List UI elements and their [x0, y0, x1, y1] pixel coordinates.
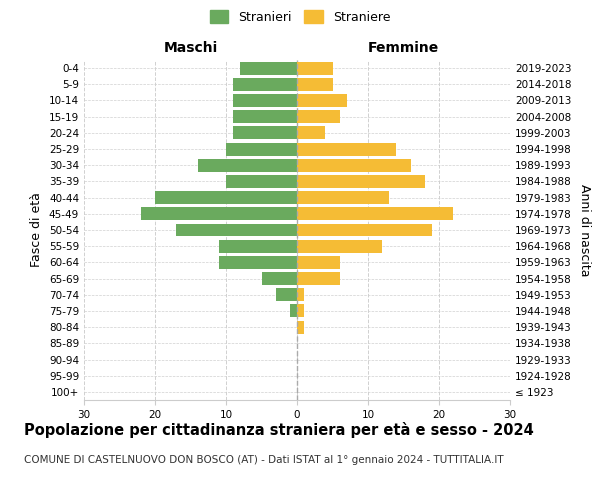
Bar: [297, 142, 397, 156]
Bar: [233, 110, 297, 123]
Bar: [197, 159, 297, 172]
Bar: [219, 240, 297, 252]
Text: Popolazione per cittadinanza straniera per età e sesso - 2024: Popolazione per cittadinanza straniera p…: [24, 422, 534, 438]
Bar: [240, 62, 297, 74]
Bar: [233, 126, 297, 140]
Bar: [297, 175, 425, 188]
Bar: [290, 304, 297, 318]
Bar: [297, 240, 382, 252]
Bar: [297, 78, 332, 91]
Bar: [297, 62, 332, 74]
Bar: [297, 272, 340, 285]
Text: Femmine: Femmine: [368, 41, 439, 55]
Bar: [297, 304, 304, 318]
Text: COMUNE DI CASTELNUOVO DON BOSCO (AT) - Dati ISTAT al 1° gennaio 2024 - TUTTITALI: COMUNE DI CASTELNUOVO DON BOSCO (AT) - D…: [24, 455, 503, 465]
Y-axis label: Anni di nascita: Anni di nascita: [578, 184, 591, 276]
Bar: [297, 224, 432, 236]
Bar: [297, 256, 340, 269]
Bar: [297, 288, 304, 301]
Bar: [297, 191, 389, 204]
Bar: [297, 208, 453, 220]
Bar: [276, 288, 297, 301]
Bar: [176, 224, 297, 236]
Y-axis label: Fasce di età: Fasce di età: [31, 192, 43, 268]
Text: Maschi: Maschi: [163, 41, 218, 55]
Bar: [297, 320, 304, 334]
Bar: [141, 208, 297, 220]
Bar: [155, 191, 297, 204]
Bar: [233, 94, 297, 107]
Bar: [226, 175, 297, 188]
Bar: [226, 142, 297, 156]
Bar: [262, 272, 297, 285]
Bar: [233, 78, 297, 91]
Legend: Stranieri, Straniere: Stranieri, Straniere: [206, 6, 394, 28]
Bar: [297, 94, 347, 107]
Bar: [297, 110, 340, 123]
Bar: [297, 159, 410, 172]
Bar: [219, 256, 297, 269]
Bar: [297, 126, 325, 140]
